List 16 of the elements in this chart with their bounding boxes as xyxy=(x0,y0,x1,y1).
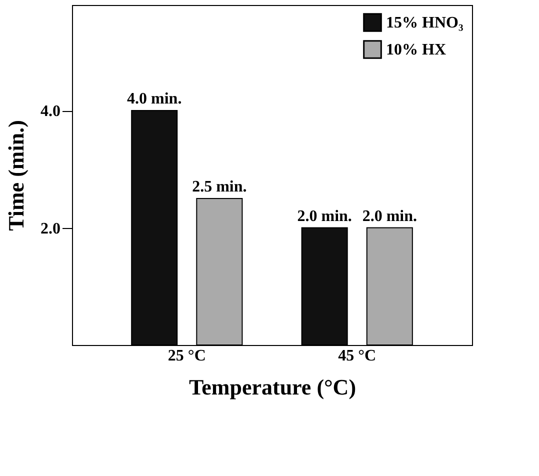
y-axis-title: Time (min.) xyxy=(4,120,28,231)
legend-label: 10% HX xyxy=(386,42,446,58)
x-axis-title: Temperature (°C) xyxy=(188,374,356,400)
data-label: 4.0 min. xyxy=(127,90,182,108)
legend-label: 15% HNO₃ xyxy=(386,14,464,32)
bar xyxy=(301,227,348,346)
bar xyxy=(131,110,178,346)
y-tick-label: 4.0 xyxy=(40,103,60,120)
bar xyxy=(196,198,243,346)
bar xyxy=(366,227,413,346)
data-label: 2.0 min. xyxy=(297,208,352,225)
x-tick-label: 45 °C xyxy=(338,348,376,364)
data-label: 2.5 min. xyxy=(192,178,247,196)
data-label: 2.0 min. xyxy=(362,208,417,225)
x-tick-label: 25 °C xyxy=(168,348,206,364)
y-tick-label: 2.0 xyxy=(40,220,60,238)
